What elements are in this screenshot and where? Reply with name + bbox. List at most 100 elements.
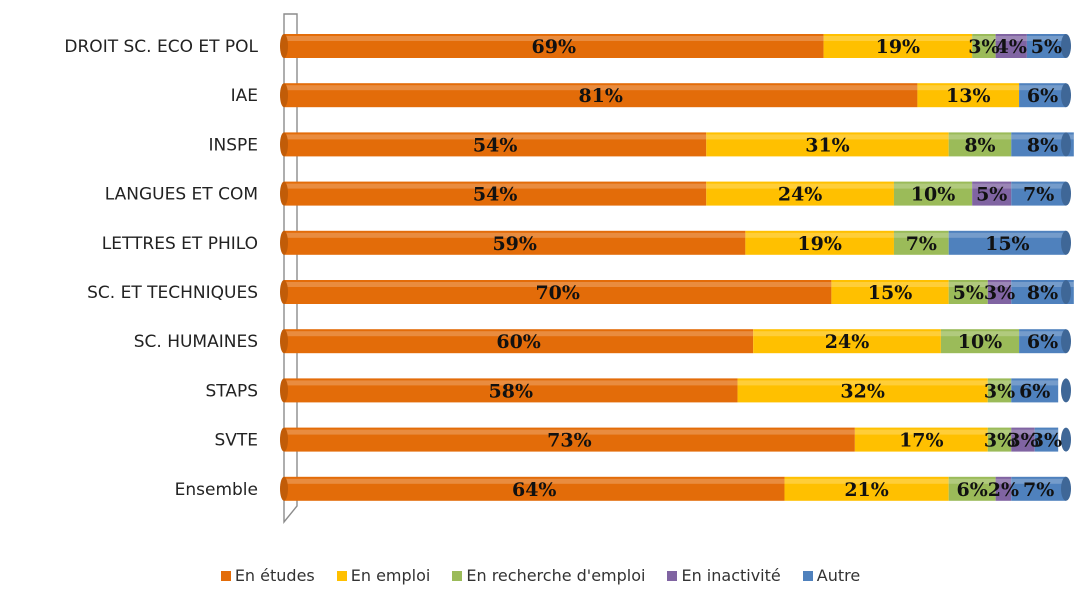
legend-item: En emploi xyxy=(336,566,430,585)
data-label: 6% xyxy=(1027,85,1058,107)
data-label: 5% xyxy=(976,184,1007,206)
data-label: 70% xyxy=(535,282,580,304)
data-label: 58% xyxy=(489,380,534,402)
data-label: 3% xyxy=(968,36,999,58)
bar-segment xyxy=(987,280,1012,304)
data-label: 17% xyxy=(899,430,944,452)
bar-segment-highlight xyxy=(753,331,941,337)
data-label: 10% xyxy=(911,184,956,206)
bar-segment xyxy=(284,181,707,206)
data-label: 10% xyxy=(958,331,1003,353)
legend-swatch xyxy=(452,570,463,581)
category-label: STAPS xyxy=(205,381,258,401)
bar-segment-highlight xyxy=(706,134,949,140)
bar-segment xyxy=(284,34,824,58)
bar-segment-highlight xyxy=(737,380,988,386)
legend-item: En études xyxy=(220,566,315,585)
bar-segment-highlight xyxy=(831,282,949,287)
data-label: 73% xyxy=(547,430,592,452)
category-label: INSPE xyxy=(208,135,258,155)
legend-label: En inactivité xyxy=(681,566,781,585)
bar-left-cap xyxy=(280,378,288,403)
bar-left-cap xyxy=(280,230,288,255)
data-label: 32% xyxy=(840,380,885,402)
category-label: SC. HUMAINES xyxy=(134,332,258,352)
bar-segment xyxy=(948,132,1012,157)
legend-label: Autre xyxy=(816,566,861,585)
category-label: SC. ET TECHNIQUES xyxy=(87,283,258,303)
data-label: 21% xyxy=(844,479,889,501)
bar-segment-highlight xyxy=(987,282,1012,287)
bars-layer xyxy=(280,34,1074,501)
bar-segment-highlight xyxy=(284,232,746,238)
bar-left-cap xyxy=(280,280,288,304)
data-label: 7% xyxy=(1023,479,1054,501)
bar-right-cap xyxy=(1061,83,1071,108)
bar-segment xyxy=(823,34,973,58)
category-labels: DROIT SC. ECO ET POL IAE INSPE LANGUES ET C… xyxy=(64,37,258,500)
bar-segment xyxy=(753,329,941,354)
bar-segment-highlight xyxy=(284,429,855,435)
bar-segment-highlight xyxy=(995,478,1012,484)
category-label: LETTRES ET PHILO xyxy=(102,234,258,254)
legend-label: En recherche d'emploi xyxy=(466,566,646,585)
bar-segment xyxy=(854,427,988,452)
bar-segment-highlight xyxy=(1019,85,1066,91)
bar-right-cap xyxy=(1061,34,1071,58)
bar-left-cap xyxy=(280,83,288,108)
bar-segment-highlight xyxy=(972,183,1012,189)
bar-segment xyxy=(1019,329,1066,354)
bar-segment-highlight xyxy=(706,183,894,189)
bar-segment xyxy=(1011,181,1066,206)
bar-segment-highlight xyxy=(284,183,707,189)
bar-segment-highlight xyxy=(745,232,894,238)
data-label: 6% xyxy=(1027,331,1058,353)
bar-segment xyxy=(940,329,1020,354)
bar-segment xyxy=(745,230,894,255)
category-label: IAE xyxy=(231,86,258,106)
bar-segment-highlight xyxy=(940,331,1020,337)
data-label: 3% xyxy=(1031,430,1062,452)
bar-segment xyxy=(948,476,996,501)
bar-segment xyxy=(831,280,949,304)
data-label: 7% xyxy=(906,233,937,255)
bar-left-cap xyxy=(280,427,288,452)
legend-swatch xyxy=(667,570,678,581)
bar-segment-highlight xyxy=(1026,36,1066,41)
bar-segment-highlight xyxy=(948,232,1066,238)
data-label: 15% xyxy=(868,282,913,304)
data-label: 3% xyxy=(984,380,1015,402)
bar-right-cap xyxy=(1061,476,1071,501)
data-label: 60% xyxy=(496,331,541,353)
bar-segment xyxy=(784,476,949,501)
data-label: 3% xyxy=(1007,430,1038,452)
bar-segment xyxy=(706,132,949,157)
value-labels: 69% 19% 3%4% 5%81% 13% 6%54% 31% 8% 8%54% 24% 10% 5… xyxy=(473,36,1062,501)
bar-segment-highlight xyxy=(854,429,988,435)
bar-left-cap xyxy=(280,181,288,206)
data-label: 8% xyxy=(964,134,995,156)
bar-right-cap xyxy=(1061,329,1071,354)
stacked-bar-chart: DROIT SC. ECO ET POL IAE INSPE LANGUES ET C… xyxy=(64,13,1074,524)
data-label: 13% xyxy=(946,85,991,107)
bar-segment xyxy=(284,132,707,157)
data-label: 69% xyxy=(532,36,577,58)
bar-segment-highlight xyxy=(1011,478,1066,484)
bar-segment-highlight xyxy=(893,232,949,238)
bar-segment-highlight xyxy=(948,478,996,484)
legend-label: En études xyxy=(234,566,315,585)
legend-swatch xyxy=(336,570,347,581)
bar-left-cap xyxy=(280,34,288,58)
bar-segment-highlight xyxy=(823,36,973,41)
data-label: 5% xyxy=(953,282,984,304)
bar-segment xyxy=(972,34,996,58)
bar-segment-highlight xyxy=(893,183,973,189)
data-label: 31% xyxy=(805,134,850,156)
data-label: 4% xyxy=(996,36,1027,58)
data-label: 54% xyxy=(473,134,518,156)
bar-segment-highlight xyxy=(1011,380,1059,386)
bar-right-cap xyxy=(1061,378,1071,403)
bar-segment xyxy=(284,476,785,501)
bar-segment xyxy=(1034,427,1059,452)
legend-swatch xyxy=(220,570,231,581)
